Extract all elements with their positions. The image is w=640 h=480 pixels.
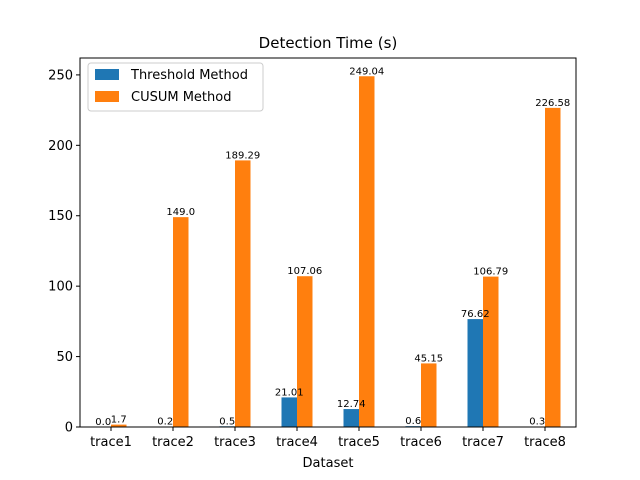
data-label-trace1-series-1: 0.0 <box>95 417 111 428</box>
y-tick-label-150: 150 <box>48 209 73 224</box>
bar-trace7-series-2 <box>483 276 499 427</box>
chart-title: Detection Time (s) <box>259 34 398 52</box>
plot-area: 0.0 1.7 0.2 149.0 0.5 189.29 21.01 107.06 12.74 2… <box>79 57 577 428</box>
plot-frame <box>79 57 577 428</box>
data-label-trace2-series-2: 149.0 <box>166 207 195 218</box>
x-tick-label-trace4: trace4 <box>276 435 318 450</box>
data-label-trace3-series-2: 189.29 <box>225 150 260 161</box>
x-tick-label-trace3: trace3 <box>214 435 256 450</box>
legend: Threshold Method CUSUM Method <box>87 62 264 112</box>
data-label-trace7-series-1: 76.62 <box>461 309 490 320</box>
bar-trace3-series-2 <box>235 160 251 427</box>
bar-trace5-series-2 <box>359 76 375 428</box>
data-label-trace8-series-1: 0.3 <box>529 417 545 428</box>
x-axis: trace1 trace2 trace3 trace4 trace5 trace6 trac… <box>90 427 566 450</box>
x-tick-label-trace7: trace7 <box>462 435 504 450</box>
legend-swatch-series-2 <box>95 91 119 102</box>
data-label-trace2-series-1: 0.2 <box>157 417 173 428</box>
x-tick-label-trace8: trace8 <box>524 435 566 450</box>
bar-trace8-series-2 <box>545 107 561 427</box>
x-tick-label-trace1: trace1 <box>90 435 132 450</box>
data-label-trace8-series-2: 226.58 <box>535 98 570 109</box>
bar-trace1-series-2 <box>111 424 127 427</box>
data-label-trace6-series-2: 45.15 <box>414 353 443 364</box>
y-tick-label-100: 100 <box>48 280 73 295</box>
bar-trace6-series-2 <box>421 363 437 427</box>
data-label-trace6-series-1: 0.6 <box>405 416 421 427</box>
data-labels-group: 0.0 1.7 0.2 149.0 0.5 189.29 21.01 107.06 12.74 2… <box>95 66 570 428</box>
bar-trace7-series-1 <box>467 319 483 427</box>
bars-group <box>111 76 561 428</box>
bar-trace5-series-1 <box>343 409 359 427</box>
legend-label-series-1: Threshold Method <box>130 68 248 83</box>
legend-swatch-series-1 <box>95 69 119 80</box>
data-label-trace5-series-2: 249.04 <box>349 66 384 77</box>
y-tick-label-0: 0 <box>65 421 73 436</box>
legend-box <box>87 62 264 112</box>
x-tick-label-trace2: trace2 <box>152 435 194 450</box>
y-tick-label-250: 250 <box>48 68 73 83</box>
x-axis-title: Dataset <box>303 456 354 471</box>
x-tick-label-trace6: trace6 <box>400 435 442 450</box>
bar-trace4-series-2 <box>297 276 313 427</box>
data-label-trace3-series-1: 0.5 <box>219 416 235 427</box>
data-label-trace4-series-1: 21.01 <box>275 387 304 398</box>
y-axis: 0 50 100 150 200 250 <box>48 68 80 436</box>
x-tick-label-trace5: trace5 <box>338 435 380 450</box>
y-tick-label-200: 200 <box>48 139 73 154</box>
bar-trace2-series-2 <box>173 217 189 427</box>
data-label-trace7-series-2: 106.79 <box>473 267 508 278</box>
data-label-trace4-series-2: 107.06 <box>287 266 322 277</box>
data-label-trace1-series-2: 1.7 <box>111 415 127 426</box>
legend-label-series-2: CUSUM Method <box>131 90 231 105</box>
data-label-trace5-series-1: 12.74 <box>337 399 366 410</box>
bar-trace4-series-1 <box>281 397 297 427</box>
y-tick-label-50: 50 <box>56 350 73 365</box>
